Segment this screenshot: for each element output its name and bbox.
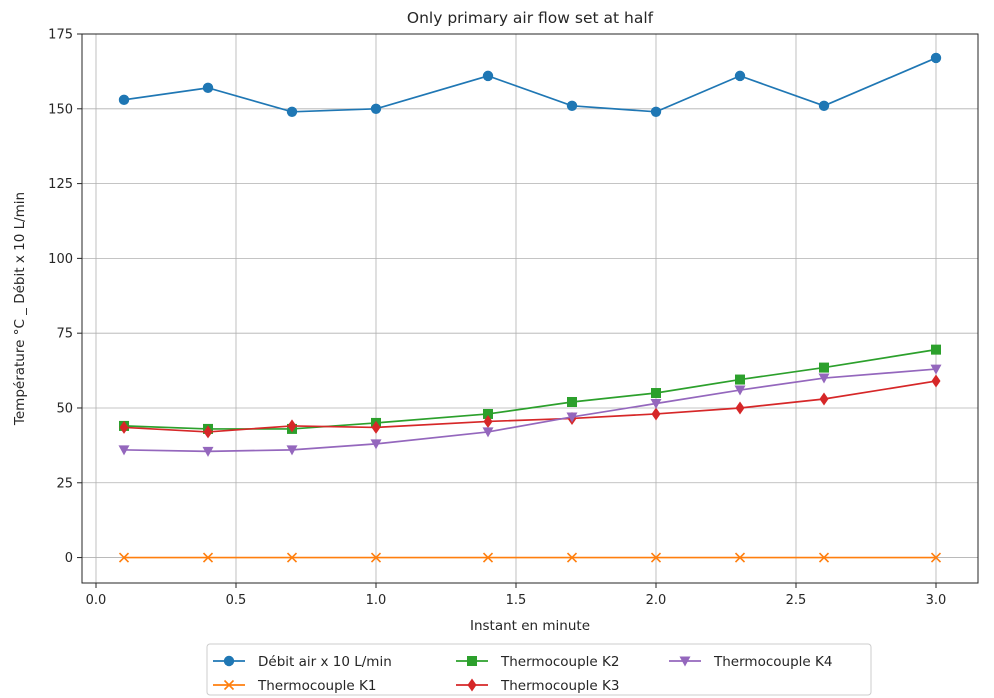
legend-label: Thermocouple K2 xyxy=(500,654,619,670)
series-line xyxy=(123,368,937,453)
x-tick-label: 2.0 xyxy=(646,593,667,608)
data-point xyxy=(482,552,494,563)
data-point xyxy=(734,552,746,563)
data-point xyxy=(286,106,298,117)
x-tick-label: 1.5 xyxy=(506,593,527,608)
data-point xyxy=(119,420,129,434)
legend-label: Thermocouple K4 xyxy=(713,654,832,670)
legend: Débit air x 10 L/min Thermocouple K1 Therm… xyxy=(206,643,872,696)
data-point xyxy=(819,392,829,406)
data-point xyxy=(930,364,942,375)
data-point xyxy=(371,420,381,434)
data-point xyxy=(118,94,130,106)
chart-title: Only primary air flow set at half xyxy=(407,9,654,27)
y-tick-label: 175 xyxy=(48,28,73,43)
data-point xyxy=(650,398,662,409)
data-point xyxy=(483,408,493,419)
series-line xyxy=(123,380,937,433)
x-tick-label: 1.0 xyxy=(366,593,387,608)
legend-swatch-marker xyxy=(467,678,477,692)
data-point xyxy=(650,552,662,563)
series-line xyxy=(123,348,937,430)
grid xyxy=(82,33,978,583)
data-point xyxy=(566,412,578,423)
data-point xyxy=(202,552,214,563)
data-point xyxy=(734,70,746,82)
legend-item: Thermocouple K3 xyxy=(456,678,619,694)
series-4 xyxy=(118,364,942,457)
data-point xyxy=(202,82,214,94)
data-point xyxy=(202,446,214,457)
data-point xyxy=(818,552,830,563)
data-point xyxy=(735,374,745,385)
y-axis-title: Température °C _ Débit x 10 L/min xyxy=(12,192,28,426)
legend-label: Débit air x 10 L/min xyxy=(258,654,392,670)
series-1 xyxy=(118,552,942,563)
data-point xyxy=(286,552,298,563)
data-point xyxy=(567,396,577,407)
data-point xyxy=(818,100,830,112)
data-point xyxy=(286,445,298,456)
y-tick-label: 125 xyxy=(48,177,73,192)
data-point xyxy=(203,425,213,439)
x-tick-label: 2.5 xyxy=(786,593,807,608)
data-point xyxy=(931,344,941,355)
x-axis-title: Instant en minute xyxy=(470,618,590,634)
data-point xyxy=(566,552,578,563)
data-point xyxy=(370,103,382,114)
data-point xyxy=(482,70,494,82)
data-point xyxy=(818,373,830,384)
legend-swatch-marker xyxy=(223,679,235,691)
data-point xyxy=(734,385,746,396)
data-point xyxy=(930,52,942,64)
y-tick-label: 100 xyxy=(48,252,73,267)
data-point xyxy=(118,445,130,456)
legend-swatch-marker xyxy=(679,656,691,667)
data-point xyxy=(118,552,130,563)
y-tick-label: 0 xyxy=(65,551,73,566)
data-point xyxy=(370,439,382,450)
data-point xyxy=(287,419,297,433)
ticks: 0.0 0.5 1.0 1.5 2.0 2.5 3.0 0 25 50 75 100 125 150 175 xyxy=(48,28,946,609)
x-tick-label: 0.5 xyxy=(226,593,247,608)
series-layer xyxy=(118,52,942,563)
data-point xyxy=(566,100,578,112)
y-tick-label: 25 xyxy=(56,476,73,491)
legend-swatch-marker xyxy=(223,655,235,667)
legend-box xyxy=(206,643,872,696)
legend-item: Débit air x 10 L/min xyxy=(213,654,392,670)
x-tick-label: 0.0 xyxy=(86,593,107,608)
legend-swatch-marker xyxy=(467,656,477,666)
data-point xyxy=(483,414,493,428)
data-point xyxy=(930,552,942,563)
data-point xyxy=(819,362,829,373)
series-3 xyxy=(119,374,941,439)
plot-frame xyxy=(81,33,979,584)
y-tick-label: 75 xyxy=(56,327,73,342)
x-tick-label: 3.0 xyxy=(926,593,947,608)
y-tick-label: 50 xyxy=(56,401,73,416)
data-point xyxy=(650,106,662,117)
series-0 xyxy=(118,52,942,117)
data-point xyxy=(735,401,745,415)
legend-item: Thermocouple K4 xyxy=(669,654,832,670)
legend-item: Thermocouple K2 xyxy=(456,654,619,670)
series-line xyxy=(123,57,937,113)
legend-item: Thermocouple K1 xyxy=(213,678,376,694)
data-point xyxy=(651,388,661,399)
data-point xyxy=(651,407,661,421)
y-tick-label: 150 xyxy=(48,102,73,117)
legend-label: Thermocouple K3 xyxy=(500,678,619,694)
data-point xyxy=(482,427,494,438)
data-point xyxy=(370,552,382,563)
legend-label: Thermocouple K1 xyxy=(257,678,376,694)
data-point xyxy=(931,374,941,388)
